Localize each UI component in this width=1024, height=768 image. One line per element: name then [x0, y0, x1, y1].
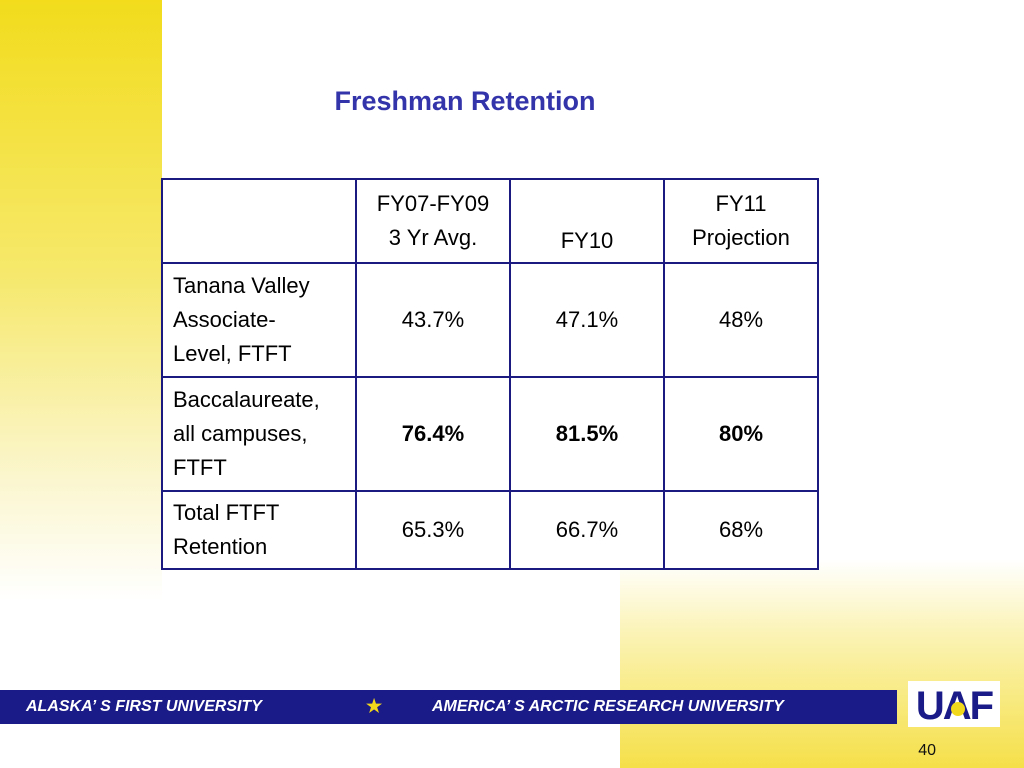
slide-title: Freshman Retention [334, 86, 596, 116]
cell-value: 48% [663, 262, 819, 378]
row-label-line: Tanana Valley [173, 273, 310, 298]
table-header-row: FY07-FY09 3 Yr Avg. FY10 FY11 Projection [161, 178, 819, 264]
cell-value: 81.5% [509, 376, 665, 492]
header-fy11: FY11 Projection [663, 178, 819, 264]
header-fy11-line2: Projection [692, 225, 790, 250]
header-fy10-label: FY10 [560, 228, 614, 253]
bottom-right-yellow-band [620, 560, 1024, 768]
header-fy07-fy09: FY07-FY09 3 Yr Avg. [355, 178, 511, 264]
star-icon: ★ [366, 696, 383, 716]
cell-value: 43.7% [355, 262, 511, 378]
header-fy07-fy09-line1: FY07-FY09 [376, 191, 490, 216]
logo-emblem-icon [951, 702, 965, 716]
row-label-total-ftft: Total FTFT Retention [161, 490, 357, 570]
table-row: Total FTFT Retention 65.3% 66.7% 68% [161, 490, 819, 570]
row-label-line: Total FTFT [173, 500, 280, 525]
retention-table: FY07-FY09 3 Yr Avg. FY10 FY11 Projection… [161, 178, 819, 570]
cell-value: 76.4% [355, 376, 511, 492]
left-yellow-band [0, 0, 162, 600]
header-fy10: FY10 [509, 178, 665, 264]
uaf-logo: UAF [908, 681, 1000, 727]
row-label-line: Baccalaureate, [173, 387, 320, 412]
table-row: Baccalaureate, all campuses, FTFT 76.4% … [161, 376, 819, 492]
header-fy07-fy09-line2: 3 Yr Avg. [388, 225, 478, 250]
row-label-line: FTFT [173, 455, 227, 480]
footer-banner: ALASKA’ S FIRST UNIVERSITY ★ AMERICA’ S … [0, 690, 897, 724]
footer-left-text: ALASKA’ S FIRST UNIVERSITY [26, 698, 262, 715]
cell-value: 47.1% [509, 262, 665, 378]
cell-value: 66.7% [509, 490, 665, 570]
header-fy11-line1: FY11 [715, 191, 767, 216]
cell-value: 65.3% [355, 490, 511, 570]
cell-value: 80% [663, 376, 819, 492]
page-number: 40 [918, 742, 936, 759]
cell-value: 68% [663, 490, 819, 570]
header-empty-cell [161, 178, 357, 264]
row-label-line: all campuses, [173, 421, 308, 446]
footer-right-text: AMERICA’ S ARCTIC RESEARCH UNIVERSITY [432, 698, 784, 715]
row-label-tanana-valley: Tanana Valley Associate- Level, FTFT [161, 262, 357, 378]
row-label-line: Associate- [173, 307, 276, 332]
row-label-line: Level, FTFT [173, 341, 292, 366]
row-label-line: Retention [173, 534, 268, 559]
table-row: Tanana Valley Associate- Level, FTFT 43.… [161, 262, 819, 378]
row-label-baccalaureate: Baccalaureate, all campuses, FTFT [161, 376, 357, 492]
